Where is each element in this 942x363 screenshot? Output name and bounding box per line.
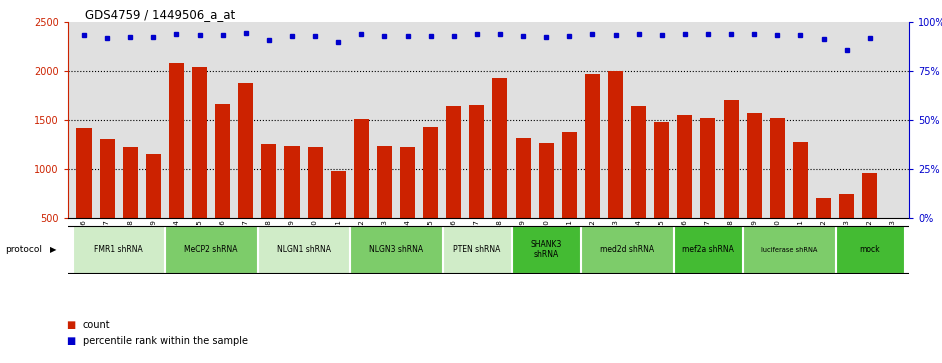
Bar [515, 138, 530, 267]
Bar [261, 144, 276, 267]
Text: ■: ■ [66, 320, 75, 330]
Bar [100, 139, 115, 267]
Text: FMR1 shRNA: FMR1 shRNA [94, 245, 143, 254]
Bar [836, 226, 904, 273]
Bar [793, 142, 808, 267]
Bar [581, 226, 673, 273]
Bar [215, 104, 230, 267]
Bar [839, 194, 854, 267]
Bar [238, 82, 253, 267]
Bar [76, 128, 91, 267]
Bar [423, 127, 438, 267]
Text: SHANK3
shRNA: SHANK3 shRNA [530, 240, 561, 259]
Bar [122, 147, 138, 267]
Bar [447, 106, 462, 267]
Bar [585, 74, 600, 267]
Bar [169, 63, 184, 267]
Bar [166, 226, 257, 273]
Bar [350, 226, 442, 273]
Bar [743, 226, 835, 273]
Bar [816, 198, 831, 267]
Bar [354, 119, 369, 267]
Text: luciferase shRNA: luciferase shRNA [761, 246, 817, 253]
Text: NLGN3 shRNA: NLGN3 shRNA [369, 245, 423, 254]
Bar [747, 113, 762, 267]
Bar [331, 171, 346, 267]
Bar [284, 146, 300, 267]
Bar [400, 147, 415, 267]
Text: mef2a shRNA: mef2a shRNA [682, 245, 734, 254]
Bar [561, 131, 577, 267]
Bar [608, 71, 623, 267]
Text: ■: ■ [66, 336, 75, 346]
Bar [192, 67, 207, 267]
Text: MeCP2 shRNA: MeCP2 shRNA [185, 245, 238, 254]
Bar [258, 226, 349, 273]
Bar [469, 105, 484, 267]
Text: mock: mock [859, 245, 880, 254]
Bar [655, 122, 669, 267]
Text: ▶: ▶ [50, 245, 57, 254]
Bar [862, 173, 877, 267]
Bar [677, 115, 692, 267]
Bar [146, 154, 161, 267]
Bar [723, 100, 739, 267]
Bar [674, 226, 742, 273]
Bar [308, 147, 322, 267]
Bar [631, 106, 646, 267]
Bar [701, 118, 716, 267]
Bar [443, 226, 512, 273]
Text: protocol: protocol [5, 245, 41, 254]
Bar [377, 146, 392, 267]
Bar [512, 226, 580, 273]
Text: percentile rank within the sample: percentile rank within the sample [83, 336, 248, 346]
Text: NLGN1 shRNA: NLGN1 shRNA [277, 245, 331, 254]
Bar [493, 78, 508, 267]
Text: med2d shRNA: med2d shRNA [600, 245, 654, 254]
Text: count: count [83, 320, 110, 330]
Text: GDS4759 / 1449506_a_at: GDS4759 / 1449506_a_at [85, 8, 235, 21]
Bar [73, 226, 165, 273]
Text: PTEN shRNA: PTEN shRNA [453, 245, 500, 254]
Bar [770, 118, 785, 267]
Bar [539, 143, 554, 267]
